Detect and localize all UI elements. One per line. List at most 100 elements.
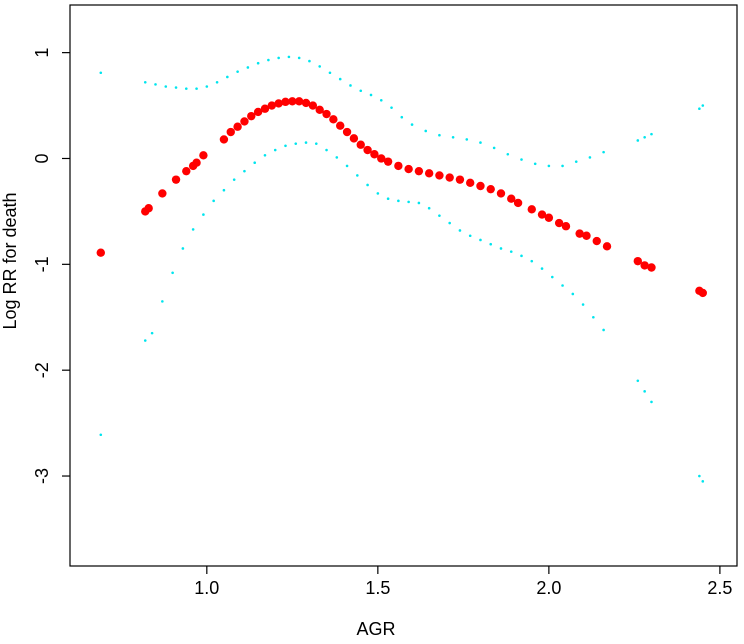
- lower-ci-point: [202, 213, 205, 216]
- upper-ci-point: [174, 86, 178, 89]
- estimate-point: [322, 109, 331, 119]
- estimate-point: [414, 166, 424, 176]
- x-tick-label: 1.5: [365, 578, 390, 598]
- y-tick-label: -3: [32, 468, 52, 484]
- estimate-point: [455, 175, 465, 184]
- lower-ci-point: [701, 480, 705, 483]
- lower-ci-point: [376, 192, 380, 195]
- estimate-point: [342, 127, 352, 137]
- upper-ci-point: [400, 115, 404, 119]
- lower-ci-point: [243, 169, 246, 173]
- upper-ci-point: [424, 129, 428, 133]
- x-tick-label: 2.5: [707, 578, 732, 598]
- lower-ci-point: [636, 379, 640, 383]
- upper-ci-point: [547, 164, 551, 168]
- upper-ci-point: [379, 98, 383, 102]
- estimate-point: [496, 189, 506, 198]
- upper-ci-point: [297, 56, 301, 60]
- estimate-point: [575, 229, 584, 238]
- upper-ci-point: [256, 61, 260, 65]
- estimate-point: [544, 213, 554, 222]
- y-tick-label: 0: [32, 153, 52, 163]
- upper-ci-point: [650, 132, 653, 136]
- estimate-point: [281, 97, 290, 107]
- estimate-point: [363, 145, 372, 155]
- lower-ci-point: [427, 206, 431, 210]
- lower-ci-point: [304, 141, 308, 144]
- estimate-point: [253, 107, 263, 117]
- lower-ci-point: [284, 144, 287, 148]
- estimate-point: [383, 157, 393, 166]
- lower-ci-point: [561, 284, 564, 287]
- estimate-point: [182, 166, 191, 176]
- estimate-point: [199, 151, 208, 160]
- estimate-point: [394, 161, 403, 171]
- lower-ci-point: [698, 474, 701, 478]
- lower-ci-point: [417, 201, 421, 205]
- upper-ci-point: [236, 70, 239, 73]
- upper-ci-point: [99, 71, 103, 75]
- estimate-point: [647, 263, 656, 272]
- lower-ci-point: [438, 214, 441, 217]
- upper-ci-point: [184, 87, 188, 90]
- estimate-point: [294, 97, 304, 106]
- upper-ci-point: [349, 84, 352, 87]
- lower-ci-point: [550, 275, 554, 279]
- estimate-point: [274, 99, 283, 108]
- estimate-point: [219, 135, 229, 144]
- y-axis-label: Log RR for death: [0, 192, 20, 329]
- upper-ci-point: [636, 139, 640, 142]
- upper-ci-point: [520, 158, 523, 161]
- estimate-point: [698, 288, 707, 298]
- lower-ci-point: [386, 197, 390, 201]
- estimate-point: [370, 150, 379, 159]
- estimate-point: [192, 158, 201, 167]
- upper-ci-point: [451, 136, 455, 139]
- estimate-point: [527, 205, 536, 214]
- lower-ci-point: [253, 161, 257, 165]
- lower-ci-point: [458, 229, 462, 232]
- estimate-point: [486, 184, 495, 194]
- upper-ci-point: [154, 83, 157, 86]
- plot-frame: [69, 4, 738, 567]
- estimate-point: [445, 173, 454, 182]
- lower-ci-point: [592, 315, 595, 319]
- estimate-point: [267, 101, 277, 110]
- upper-ci-point: [561, 164, 564, 168]
- lower-ci-point: [540, 267, 544, 270]
- confidence-interval-layer: [99, 55, 705, 483]
- upper-ci-point: [479, 141, 482, 144]
- estimate-point: [424, 169, 434, 178]
- upper-ci-point: [588, 156, 592, 159]
- upper-ci-point: [701, 104, 705, 107]
- y-tick-label: -2: [32, 362, 52, 378]
- lower-ci-point: [499, 247, 503, 250]
- estimate-point: [308, 101, 318, 110]
- estimate-point: [507, 194, 516, 203]
- lower-ci-point: [212, 199, 215, 203]
- estimate-point: [226, 127, 235, 137]
- estimate-point: [315, 105, 324, 114]
- lower-ci-point: [530, 259, 534, 263]
- estimate-point: [404, 164, 413, 174]
- upper-ci-point: [602, 150, 605, 154]
- upper-ci-point: [338, 77, 342, 81]
- estimate-point: [513, 198, 523, 208]
- upper-ci-point: [226, 75, 229, 79]
- upper-ci-point: [318, 65, 321, 68]
- lower-ci-point: [356, 174, 359, 177]
- upper-ci-point: [506, 152, 510, 156]
- estimate-point: [301, 98, 311, 108]
- upper-ci-point: [205, 85, 209, 88]
- upper-ci-point: [246, 66, 250, 69]
- lower-ci-point: [489, 242, 493, 246]
- y-tick-label: 1: [32, 48, 52, 58]
- lower-ci-point: [448, 221, 451, 225]
- x-tick-label: 1.0: [194, 578, 219, 598]
- upper-ci-point: [643, 136, 646, 139]
- estimate-point: [561, 222, 571, 231]
- x-axis-label: AGR: [356, 619, 395, 639]
- lower-ci-point: [181, 247, 185, 250]
- lower-ci-point: [150, 331, 154, 335]
